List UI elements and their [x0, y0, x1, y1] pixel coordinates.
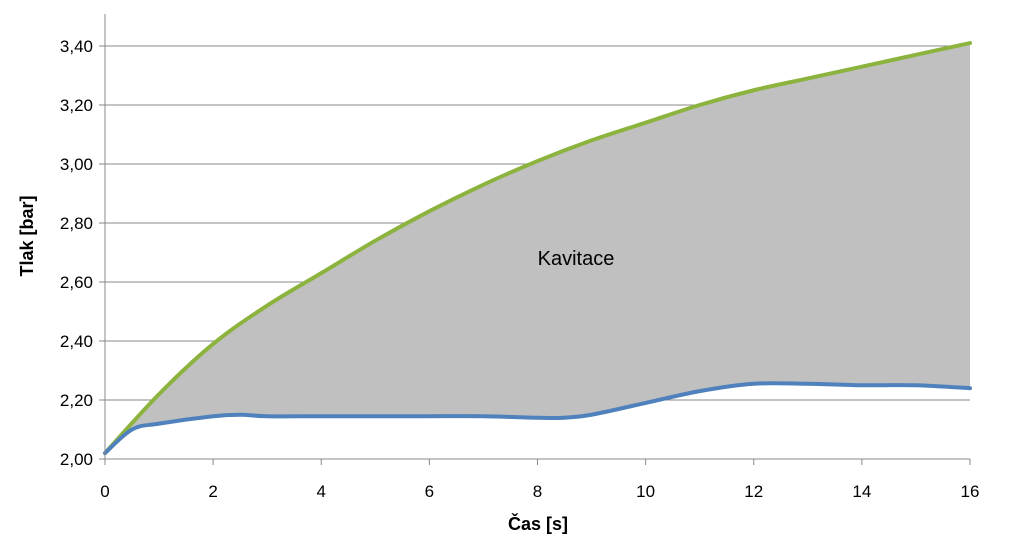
y-tick-label: 2,60 [60, 273, 93, 292]
x-tick-label: 14 [852, 482, 871, 501]
x-axis-title: Čas [s] [508, 513, 568, 534]
x-tick-label: 8 [533, 482, 542, 501]
x-tick-label: 0 [100, 482, 109, 501]
x-tick-labels: 0 2 4 6 8 10 12 14 16 [100, 482, 979, 501]
y-tick-label: 3,40 [60, 37, 93, 56]
x-tick-label: 16 [961, 482, 980, 501]
x-tick-label: 4 [317, 482, 326, 501]
x-tick-label: 6 [425, 482, 434, 501]
x-tick-label: 12 [744, 482, 763, 501]
y-tick-labels: 2,00 2,20 2,40 2,60 2,80 3,00 3,20 3,40 [60, 37, 93, 469]
annotation-kavitace: Kavitace [538, 248, 615, 270]
y-tick-label: 3,20 [60, 96, 93, 115]
y-tick-label: 2,20 [60, 391, 93, 410]
series-line-upper [103, 41, 972, 456]
x-tick-label: 2 [208, 482, 217, 501]
y-tick-label: 2,40 [60, 332, 93, 351]
y-tick-label: 3,00 [60, 155, 93, 174]
y-tick-label: 2,80 [60, 214, 93, 233]
axes [99, 14, 971, 465]
y-tick-label: 2,00 [60, 450, 93, 469]
series-line-lower [103, 381, 972, 456]
cavitation-area [105, 43, 970, 454]
x-tick-label: 10 [636, 482, 655, 501]
y-axis-title: Tlak [bar] [17, 195, 37, 276]
